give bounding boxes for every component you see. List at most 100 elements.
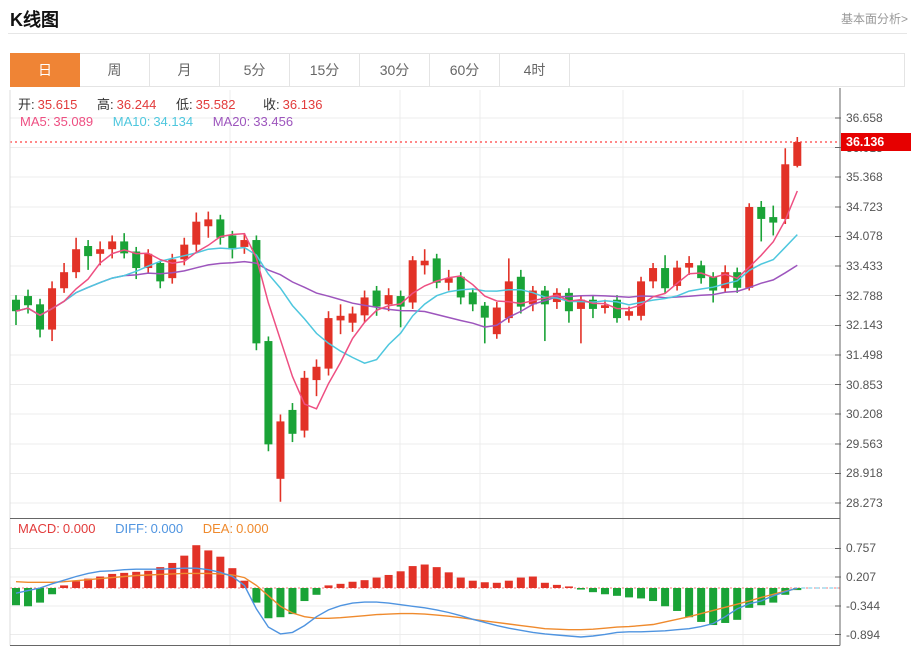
macd-bar xyxy=(564,586,573,588)
candle-body xyxy=(649,268,658,282)
candle-body xyxy=(528,290,537,305)
candle-body xyxy=(516,276,525,307)
price-axis-label: 35.368 xyxy=(846,170,883,185)
candle-body xyxy=(276,421,285,479)
price-axis-label: 30.853 xyxy=(846,377,883,392)
tab-月[interactable]: 月 xyxy=(150,53,220,87)
macd-bar xyxy=(132,571,141,588)
macd-bar xyxy=(745,588,754,608)
close-value: 36.136 xyxy=(282,97,323,112)
high-value: 36.244 xyxy=(116,97,157,112)
macd-bar xyxy=(168,562,177,588)
macd-bar xyxy=(576,588,585,590)
macd-axis-label: -0.344 xyxy=(846,598,881,613)
tab-5分[interactable]: 5分 xyxy=(220,53,290,87)
candle-body xyxy=(192,221,201,245)
macd-bar xyxy=(300,588,309,602)
tab-周[interactable]: 周 xyxy=(80,53,150,87)
candle-body xyxy=(372,290,381,307)
candle-body xyxy=(216,219,225,238)
header-divider xyxy=(8,33,907,34)
tab-4时[interactable]: 4时 xyxy=(500,53,570,87)
macd-bar xyxy=(552,584,561,588)
candle-body xyxy=(60,272,69,289)
tab-日[interactable]: 日 xyxy=(10,53,80,87)
candle-body xyxy=(384,295,393,305)
macd-bar xyxy=(408,566,417,588)
macd-bar xyxy=(192,545,201,588)
diff-value: 0.000 xyxy=(150,521,184,536)
candle-body xyxy=(144,253,153,269)
price-axis-label: 32.788 xyxy=(846,288,883,303)
candle-body xyxy=(709,276,718,291)
macd-bar xyxy=(649,588,658,602)
price-axis-label: 30.208 xyxy=(846,407,883,422)
ma-legend: MA5: 35.089 MA10: 34.134 MA20: 33.456 xyxy=(20,114,309,129)
diff-label: DIFF: xyxy=(115,521,148,536)
macd-bar xyxy=(468,580,477,588)
candle-body xyxy=(24,296,33,306)
candle-body xyxy=(108,241,117,250)
macd-bar xyxy=(72,581,81,588)
ohlc-legend: 开: 35.615 高: 36.244 低: 35.582 收: 36.136 xyxy=(18,94,338,113)
tab-60分[interactable]: 60分 xyxy=(430,53,500,87)
candle-body xyxy=(745,206,754,288)
candle-body xyxy=(36,304,45,330)
candle-body xyxy=(204,219,213,227)
price-axis-label: 34.723 xyxy=(846,199,883,214)
macd-bar xyxy=(757,588,766,606)
candle-body xyxy=(697,265,706,279)
macd-bar xyxy=(625,588,634,598)
macd-bar xyxy=(540,582,549,588)
macd-bar xyxy=(288,588,297,615)
macd-bar xyxy=(673,588,682,611)
macd-bar xyxy=(36,588,45,603)
macd-bar xyxy=(600,588,609,595)
candle-body xyxy=(72,249,81,273)
macd-bar xyxy=(492,582,501,588)
dea-label: DEA: xyxy=(202,521,234,536)
macd-bar xyxy=(637,588,646,599)
candle-body xyxy=(312,366,321,381)
fundamental-analysis-link[interactable]: 基本面分析> xyxy=(840,12,908,26)
macd-pair: MACD: 0.000 xyxy=(18,521,95,536)
candle-body xyxy=(685,263,694,268)
candle-body xyxy=(168,259,177,279)
macd-bar xyxy=(228,568,237,588)
candle-body xyxy=(420,260,429,266)
candle-body xyxy=(132,251,141,269)
candle-body xyxy=(288,409,297,434)
candle-body xyxy=(637,281,646,316)
candle-body xyxy=(336,315,345,321)
candle-body xyxy=(84,246,93,257)
candle-body xyxy=(625,311,634,316)
candle-body xyxy=(348,313,357,323)
price-axis-label: 36.658 xyxy=(846,111,883,125)
macd-bar xyxy=(264,588,273,619)
macd-axis-label: 0.207 xyxy=(846,570,877,585)
candle-body xyxy=(661,268,670,289)
low-value: 35.582 xyxy=(195,97,236,112)
macd-bar xyxy=(120,572,129,588)
macd-bar xyxy=(180,555,189,588)
diff-pair: DIFF: 0.000 xyxy=(115,521,183,536)
macd-bar xyxy=(252,588,261,603)
price-axis-label: 28.918 xyxy=(846,466,883,481)
macd-bar xyxy=(360,580,369,588)
candle-body xyxy=(264,341,273,445)
tab-15分[interactable]: 15分 xyxy=(290,53,360,87)
macd-bar xyxy=(613,588,621,596)
macd-bar xyxy=(96,576,105,588)
price-axis-label: 28.273 xyxy=(846,496,883,510)
diff-line xyxy=(15,567,798,638)
tab-30分[interactable]: 30分 xyxy=(360,53,430,87)
macd-bar xyxy=(444,572,453,588)
candle-body xyxy=(408,260,417,303)
candle-body xyxy=(180,244,189,260)
candle-body xyxy=(120,241,129,254)
candle-body xyxy=(432,258,441,283)
dea-value: 0.000 xyxy=(236,521,269,536)
macd-bar xyxy=(396,571,405,588)
